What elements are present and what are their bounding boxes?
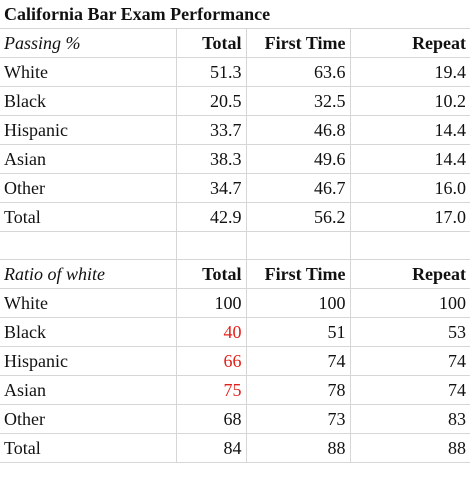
- row-label[interactable]: Asian: [0, 375, 177, 405]
- table-title[interactable]: California Bar Exam Performance: [0, 0, 470, 29]
- cell-first-time[interactable]: 100: [246, 288, 351, 318]
- cell-total[interactable]: 66: [176, 346, 247, 376]
- table-row: Total 84 88 88: [0, 433, 470, 463]
- empty-cell[interactable]: [0, 231, 177, 260]
- cell-first-time[interactable]: 46.8: [246, 115, 351, 145]
- row-label[interactable]: Other: [0, 404, 177, 434]
- cell-first-time[interactable]: 73: [246, 404, 351, 434]
- cell-repeat[interactable]: 74: [350, 375, 470, 405]
- col-header-total[interactable]: Total: [176, 259, 247, 289]
- col-header-repeat[interactable]: Repeat: [350, 28, 470, 58]
- performance-table: California Bar Exam Performance Passing …: [0, 0, 470, 463]
- col-header-repeat[interactable]: Repeat: [350, 259, 470, 289]
- cell-total[interactable]: 42.9: [176, 202, 247, 232]
- row-label[interactable]: Hispanic: [0, 115, 177, 145]
- title-row: California Bar Exam Performance: [0, 0, 470, 29]
- cell-first-time[interactable]: 49.6: [246, 144, 351, 174]
- cell-total[interactable]: 34.7: [176, 173, 247, 203]
- table-row: Hispanic 33.7 46.8 14.4: [0, 115, 470, 145]
- cell-total[interactable]: 100: [176, 288, 247, 318]
- cell-first-time[interactable]: 78: [246, 375, 351, 405]
- cell-total[interactable]: 38.3: [176, 144, 247, 174]
- cell-repeat[interactable]: 74: [350, 346, 470, 376]
- ratio-section-label[interactable]: Ratio of white: [0, 259, 177, 289]
- cell-first-time[interactable]: 63.6: [246, 57, 351, 87]
- cell-repeat[interactable]: 17.0: [350, 202, 470, 232]
- row-label[interactable]: Asian: [0, 144, 177, 174]
- cell-repeat[interactable]: 10.2: [350, 86, 470, 116]
- cell-first-time[interactable]: 56.2: [246, 202, 351, 232]
- cell-first-time[interactable]: 88: [246, 433, 351, 463]
- row-label[interactable]: Black: [0, 317, 177, 347]
- table-row: White 100 100 100: [0, 288, 470, 318]
- table-row: Hispanic 66 74 74: [0, 346, 470, 376]
- table-row: Other 68 73 83: [0, 404, 470, 434]
- col-header-first-time[interactable]: First Time: [246, 259, 351, 289]
- cell-total[interactable]: 20.5: [176, 86, 247, 116]
- table-row: Asian 75 78 74: [0, 375, 470, 405]
- table-row: Total 42.9 56.2 17.0: [0, 202, 470, 232]
- cell-repeat[interactable]: 53: [350, 317, 470, 347]
- cell-repeat[interactable]: 83: [350, 404, 470, 434]
- cell-repeat[interactable]: 88: [350, 433, 470, 463]
- ratio-header-row: Ratio of white Total First Time Repeat: [0, 259, 470, 289]
- cell-first-time[interactable]: 46.7: [246, 173, 351, 203]
- row-label[interactable]: White: [0, 57, 177, 87]
- empty-cell[interactable]: [350, 231, 470, 260]
- cell-total[interactable]: 75: [176, 375, 247, 405]
- table-row: Asian 38.3 49.6 14.4: [0, 144, 470, 174]
- col-header-total[interactable]: Total: [176, 28, 247, 58]
- cell-repeat[interactable]: 14.4: [350, 115, 470, 145]
- blank-row: [0, 231, 470, 260]
- row-label[interactable]: Other: [0, 173, 177, 203]
- cell-repeat[interactable]: 19.4: [350, 57, 470, 87]
- cell-repeat[interactable]: 16.0: [350, 173, 470, 203]
- passing-header-row: Passing % Total First Time Repeat: [0, 28, 470, 58]
- cell-repeat[interactable]: 100: [350, 288, 470, 318]
- row-label[interactable]: Total: [0, 433, 177, 463]
- row-label[interactable]: Black: [0, 86, 177, 116]
- col-header-first-time[interactable]: First Time: [246, 28, 351, 58]
- table-row: Other 34.7 46.7 16.0: [0, 173, 470, 203]
- cell-total[interactable]: 51.3: [176, 57, 247, 87]
- table-row: White 51.3 63.6 19.4: [0, 57, 470, 87]
- cell-first-time[interactable]: 51: [246, 317, 351, 347]
- row-label[interactable]: Total: [0, 202, 177, 232]
- cell-repeat[interactable]: 14.4: [350, 144, 470, 174]
- passing-section-label[interactable]: Passing %: [0, 28, 177, 58]
- cell-first-time[interactable]: 74: [246, 346, 351, 376]
- cell-total[interactable]: 84: [176, 433, 247, 463]
- table-row: Black 20.5 32.5 10.2: [0, 86, 470, 116]
- cell-total[interactable]: 68: [176, 404, 247, 434]
- empty-cell[interactable]: [246, 231, 351, 260]
- empty-cell[interactable]: [176, 231, 247, 260]
- row-label[interactable]: Hispanic: [0, 346, 177, 376]
- row-label[interactable]: White: [0, 288, 177, 318]
- table-row: Black 40 51 53: [0, 317, 470, 347]
- cell-total[interactable]: 33.7: [176, 115, 247, 145]
- cell-total[interactable]: 40: [176, 317, 247, 347]
- cell-first-time[interactable]: 32.5: [246, 86, 351, 116]
